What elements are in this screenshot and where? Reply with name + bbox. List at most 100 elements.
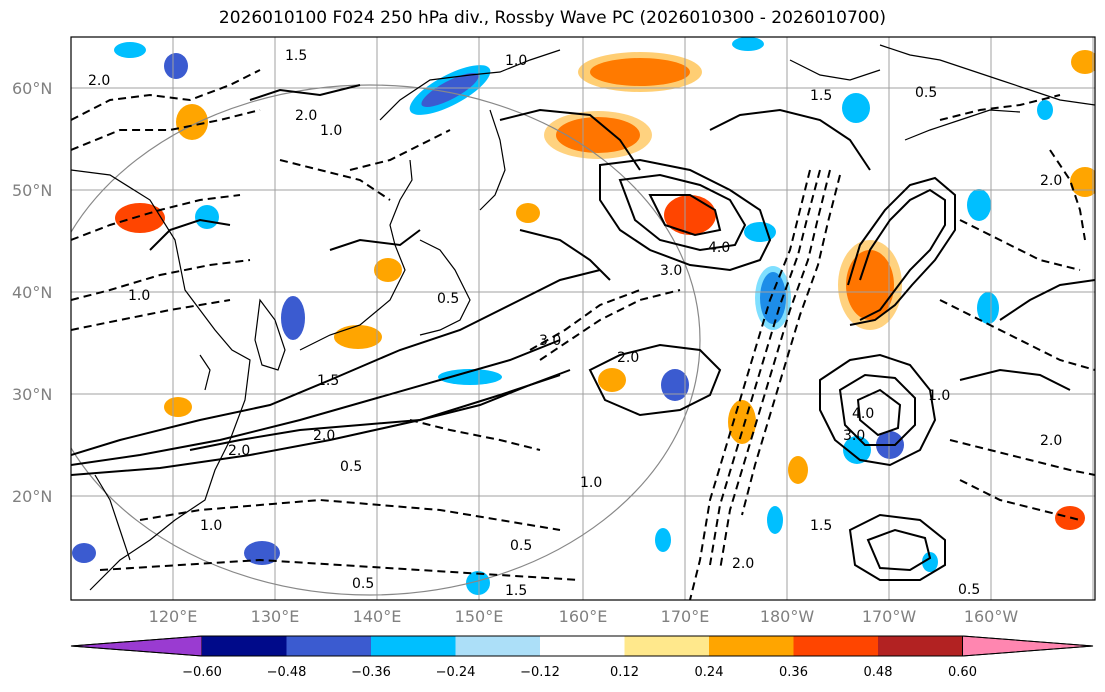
colorbar-tick-label: −0.12: [520, 665, 560, 680]
contour-label: 2.0: [1040, 173, 1062, 189]
lon-label: 160°E: [559, 607, 608, 626]
negative-blob: [655, 528, 671, 552]
positive-blob: [164, 397, 192, 417]
negative-blob: [977, 292, 999, 324]
contour-label: 2.0: [228, 443, 250, 459]
contour-label: 0.5: [437, 291, 459, 307]
negative-blob: [164, 53, 188, 79]
colorbar-segment: [709, 636, 794, 656]
contour-label: 1.0: [580, 475, 602, 491]
colorbar: −0.60 −0.48 −0.36 −0.24 −0.12 0.12 0.24 …: [70, 635, 1094, 680]
reference-circle: [71, 84, 701, 596]
contour-label: 3.0: [660, 263, 682, 279]
contour-label: 4.0: [708, 240, 730, 256]
map-border: [70, 36, 1096, 601]
lon-label: 180°W: [760, 607, 815, 626]
lon-label: 140°E: [353, 607, 402, 626]
positive-blob: [176, 104, 208, 140]
contour-label: 2.0: [617, 350, 639, 366]
colorbar-tick-label: −0.60: [182, 665, 222, 680]
contour-label: 3.0: [843, 428, 865, 444]
colorbar-extend-left: [70, 635, 203, 657]
negative-blob: [281, 296, 305, 340]
negative-blob: [114, 42, 146, 58]
contour-label: 2.0: [88, 73, 110, 89]
positive-blob: [544, 111, 652, 159]
positive-blob: [788, 456, 808, 484]
positive-blob: [598, 368, 626, 392]
colorbar-tick-label: 0.24: [695, 665, 724, 680]
lat-label: 50°N: [12, 181, 52, 200]
contour-label: 0.5: [352, 576, 374, 592]
positive-blob: [334, 325, 382, 349]
contour-label: 0.5: [958, 582, 980, 598]
positive-contours: [71, 84, 1095, 581]
contour-label: 3.0: [539, 333, 561, 349]
lon-label: 130°E: [251, 607, 300, 626]
negative-blob: [438, 369, 502, 385]
contour-label: 4.0: [852, 406, 874, 422]
negative-blob: [967, 189, 991, 221]
contour-label: 0.5: [915, 85, 937, 101]
negative-contours: [71, 69, 1095, 600]
negative-blob: [195, 205, 219, 229]
positive-blob: [578, 52, 702, 92]
lon-label: 170°W: [862, 607, 917, 626]
negative-blob: [842, 93, 870, 123]
positive-blob: [664, 195, 716, 235]
colorbar-tick-label: −0.24: [436, 665, 476, 680]
lat-label: 30°N: [12, 385, 52, 404]
contour-label: 0.5: [510, 538, 532, 554]
positive-blob: [1070, 167, 1095, 197]
lat-label: 20°N: [12, 487, 52, 506]
longitude-labels: 120°E 130°E 140°E 150°E 160°E 170°E 180°…: [149, 607, 1019, 626]
colorbar-segment: [793, 636, 878, 656]
contour-label: 1.0: [200, 518, 222, 534]
lat-label: 40°N: [12, 283, 52, 302]
negative-blob: [1037, 100, 1053, 120]
positive-blob: [838, 240, 902, 330]
lon-label: 120°E: [149, 607, 198, 626]
colorbar-tick-label: −0.36: [351, 665, 391, 680]
colorbar-segment: [286, 636, 371, 656]
colorbar-tick-label: 0.60: [948, 665, 977, 680]
map-title: 2026010100 F024 250 hPa div., Rossby Wav…: [218, 8, 887, 28]
positive-blob: [516, 203, 540, 223]
contour-label: 1.0: [928, 388, 950, 404]
colorbar-tick-label: 0.12: [610, 665, 639, 680]
negative-blob: [72, 543, 96, 563]
contour-label: 0.5: [340, 459, 362, 475]
positive-blob: [115, 203, 165, 233]
colorbar-segment: [540, 636, 625, 656]
colorbar-segment: [371, 636, 456, 656]
colorbar-extend-right: [962, 635, 1094, 657]
contour-label: 2.0: [313, 428, 335, 444]
negative-blob: [244, 541, 280, 565]
negative-blob: [421, 73, 479, 107]
contour-label: 1.0: [128, 288, 150, 304]
colorbar-segment: [202, 636, 287, 656]
negative-blob: [732, 37, 764, 51]
negative-blob: [661, 369, 689, 401]
contour-label: 1.0: [505, 53, 527, 69]
contour-label: 1.5: [810, 518, 832, 534]
gridlines: [71, 37, 1095, 600]
lat-label: 60°N: [12, 79, 52, 98]
colorbar-tick-label: 0.48: [864, 665, 893, 680]
negative-blob: [755, 266, 791, 330]
contour-label: 2.0: [1040, 433, 1062, 449]
colorbar-outline: [70, 635, 1094, 657]
coastlines: [71, 44, 1095, 591]
latitude-labels: 60°N 50°N 40°N 30°N 20°N: [12, 79, 52, 506]
negative-blob: [466, 571, 490, 595]
lon-label: 170°E: [661, 607, 710, 626]
contour-label: 2.0: [732, 556, 754, 572]
contour-label: 1.5: [317, 373, 339, 389]
negative-blob: [922, 552, 938, 572]
lon-label: 160°W: [964, 607, 1019, 626]
positive-blob: [1055, 506, 1085, 530]
lon-label: 150°E: [455, 607, 504, 626]
contour-labels: 1.5 0.5 1.0 2.0 1.0 1.5 2.0 3.0 4.0 0.5 …: [88, 48, 1062, 599]
contour-label: 1.0: [320, 123, 342, 139]
